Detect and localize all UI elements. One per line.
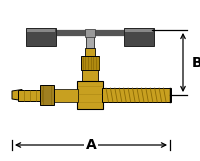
Bar	[82, 70, 98, 82]
Bar	[40, 85, 54, 105]
Bar	[86, 32, 94, 48]
Text: A: A	[86, 138, 96, 152]
Bar	[124, 28, 154, 46]
Bar	[125, 29, 153, 32]
Bar	[18, 90, 42, 100]
Polygon shape	[12, 90, 22, 100]
Bar	[102, 88, 171, 102]
Bar	[85, 48, 95, 58]
Bar	[53, 89, 78, 101]
Bar	[27, 29, 55, 32]
Text: B: B	[192, 56, 200, 70]
Bar	[81, 56, 99, 70]
Bar	[77, 81, 103, 109]
Bar	[85, 29, 95, 37]
Bar	[26, 28, 56, 46]
